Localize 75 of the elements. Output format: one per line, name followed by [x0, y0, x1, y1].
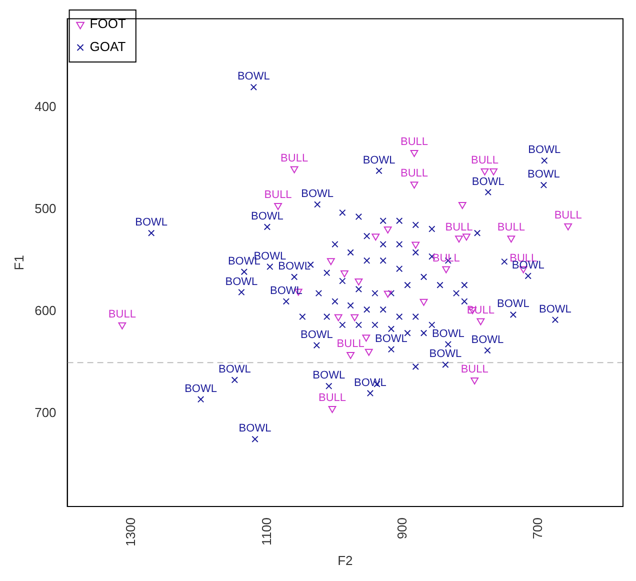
x-tick-label: 900 [394, 517, 410, 540]
point [350, 314, 359, 322]
legend-label: FOOT [90, 16, 126, 32]
data-label: BOWL [429, 348, 462, 360]
point [290, 166, 298, 174]
point [458, 202, 466, 209]
data-label: BOWL [238, 422, 272, 435]
data-label: BOWL [135, 216, 168, 229]
data-label: BOWL [432, 328, 464, 340]
data-label: BOWL [237, 70, 270, 83]
point [564, 223, 572, 230]
data-label: BOWL [362, 154, 396, 166]
data-label: BULL [554, 209, 582, 222]
data-label: BULL [470, 154, 499, 166]
data-label: BULL [460, 364, 488, 376]
data-label: BULL [400, 136, 428, 148]
data-label: BOWL [300, 328, 333, 341]
point [372, 234, 380, 241]
point [490, 168, 498, 176]
point [334, 314, 342, 322]
point [354, 278, 363, 286]
y-tick-label: 500 [34, 201, 56, 216]
data-label: BOWL [497, 298, 530, 310]
point [476, 318, 485, 326]
point [340, 270, 348, 278]
point [274, 203, 282, 210]
data-label: BULL [108, 308, 136, 320]
x-tick-label: 700 [530, 517, 545, 540]
point [442, 266, 450, 274]
point [462, 234, 470, 241]
data-label: BOWL [218, 364, 251, 376]
point [326, 258, 335, 266]
point [480, 168, 489, 176]
y-tick-label: 400 [34, 99, 56, 114]
point [470, 377, 479, 384]
point [410, 182, 418, 189]
point [420, 298, 428, 306]
x-axis-title: F2 [338, 552, 353, 568]
data-label: BULL [318, 392, 346, 404]
data-label: BULL [497, 222, 525, 234]
data-label: BOWL [225, 276, 258, 288]
data-label: BOWL [471, 334, 504, 346]
data-label: BULL [400, 168, 428, 180]
data-label: BULL [336, 338, 364, 350]
data-label: BOWL [312, 370, 346, 382]
x-tick-label: 1100 [258, 517, 274, 546]
point [384, 226, 392, 234]
x-tick-label: 1300 [123, 517, 138, 546]
data-label: BOWL [278, 260, 311, 272]
point [328, 406, 336, 414]
data-label: BOWL [528, 144, 561, 156]
point [455, 236, 463, 243]
data-label: BOWL [472, 176, 504, 188]
data-label: BOWL [375, 332, 408, 345]
point [384, 290, 392, 298]
data-label: BULL [432, 252, 460, 264]
data-label: BOWL [184, 382, 217, 395]
point [507, 236, 516, 243]
point [346, 352, 355, 359]
data-label: BULL [280, 152, 308, 164]
point [364, 348, 373, 356]
y-tick-label: 700 [34, 405, 56, 420]
legend-label: GOAT [90, 39, 126, 54]
data-label: BULL [264, 189, 292, 202]
data-label: BOWL [301, 188, 334, 200]
y-axis-title: F1 [11, 255, 26, 270]
point [362, 334, 370, 342]
point [410, 150, 418, 157]
point [412, 242, 420, 249]
point [118, 322, 126, 330]
y-tick-label: 600 [34, 303, 56, 318]
data-label: BOWL [528, 168, 560, 181]
data-label: BULL [445, 222, 473, 234]
data-label: BOWL [539, 303, 572, 316]
data-label: BOWL [251, 210, 284, 222]
